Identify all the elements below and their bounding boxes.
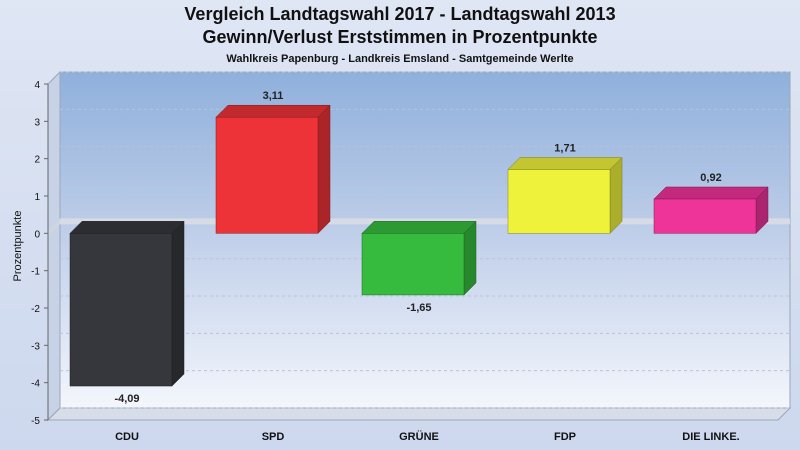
x-tick-label-4: DIE LINKE.: [682, 431, 739, 443]
y-tick-label: 4: [34, 80, 40, 91]
bar-top-3: [507, 157, 623, 170]
data-label-2: -1,65: [406, 302, 431, 314]
bar-top-2: [361, 221, 477, 234]
bar-side-2: [463, 220, 477, 296]
data-label-0: -4,09: [114, 393, 139, 405]
y-tick-label: -1: [31, 267, 40, 278]
chart-subtitle: Gewinn/Verlust Erststimmen in Prozentpun…: [202, 27, 598, 47]
chart-caption: Wahlkreis Papenburg - Landkreis Emsland …: [226, 53, 574, 65]
plot-floor: [46, 407, 792, 421]
data-label-3: 1,71: [554, 142, 575, 154]
bar-2: [361, 233, 465, 296]
y-tick-label: -2: [31, 304, 40, 315]
y-tick-label: -5: [31, 416, 40, 427]
x-tick-label-2: GRÜNE: [399, 430, 439, 443]
bar-top-0: [69, 221, 185, 234]
data-label-4: 0,92: [700, 172, 721, 184]
x-tick-label-3: FDP: [554, 431, 576, 443]
bar-1: [215, 116, 319, 234]
bar-3: [507, 169, 611, 234]
x-tick-label-0: CDU: [115, 431, 139, 443]
bar-side-3: [609, 156, 623, 234]
chart-title: Vergleich Landtagswahl 2017 - Landtagswa…: [184, 4, 616, 24]
y-tick-label: 1: [34, 192, 40, 203]
data-label-1: 3,11: [263, 90, 284, 102]
zero-line-side: [48, 218, 60, 237]
bar-top-1: [215, 104, 331, 118]
plot-side-wall: [47, 70, 61, 422]
y-tick-label: 0: [34, 229, 40, 240]
y-tick-label: -3: [31, 341, 40, 352]
bar-side-1: [317, 104, 331, 234]
y-tick-label: 2: [34, 155, 40, 166]
x-tick-label-1: SPD: [262, 431, 285, 443]
y-tick-label: -4: [31, 379, 40, 390]
bar-side-0: [171, 220, 185, 387]
bar-0: [69, 233, 173, 387]
y-tick-label: 3: [34, 117, 40, 128]
bar-top-4: [653, 186, 769, 200]
bar-4: [653, 198, 757, 234]
